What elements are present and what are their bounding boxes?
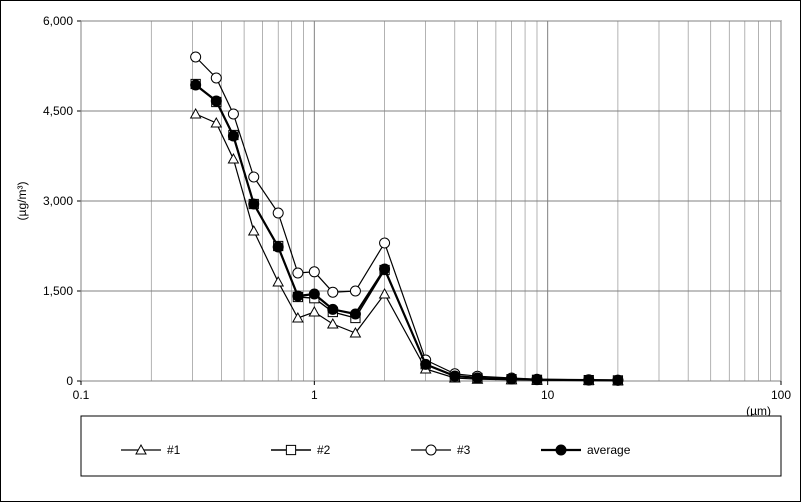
y-tick-label: 0 bbox=[66, 374, 73, 388]
marker-filled-circle bbox=[421, 359, 431, 369]
marker-circle bbox=[191, 52, 201, 62]
marker-circle bbox=[328, 287, 338, 297]
y-tick-label: 1,500 bbox=[43, 284, 73, 298]
marker-filled-circle bbox=[191, 80, 201, 90]
marker-circle bbox=[228, 109, 238, 119]
marker-filled-circle bbox=[450, 371, 460, 381]
marker-square bbox=[286, 445, 295, 454]
marker-filled-circle bbox=[350, 309, 360, 319]
y-tick-label: 6,000 bbox=[43, 14, 73, 28]
marker-filled-circle bbox=[584, 375, 594, 385]
marker-circle bbox=[293, 268, 303, 278]
marker-circle bbox=[426, 445, 436, 455]
x-tick-label: 10 bbox=[541, 388, 555, 402]
chart-container: 01,5003,0004,5006,0000.1110100(µg/m³)(µm… bbox=[0, 0, 801, 502]
marker-filled-circle bbox=[228, 131, 238, 141]
x-tick-label: 100 bbox=[771, 388, 791, 402]
marker-filled-circle bbox=[556, 445, 566, 455]
marker-circle bbox=[273, 208, 283, 218]
legend-label: #2 bbox=[317, 443, 331, 457]
marker-filled-circle bbox=[532, 375, 542, 385]
marker-filled-circle bbox=[249, 199, 259, 209]
marker-circle bbox=[211, 73, 221, 83]
marker-filled-circle bbox=[328, 304, 338, 314]
marker-filled-circle bbox=[211, 96, 221, 106]
marker-circle bbox=[380, 238, 390, 248]
marker-circle bbox=[309, 267, 319, 277]
marker-filled-circle bbox=[293, 291, 303, 301]
marker-circle bbox=[249, 172, 259, 182]
x-tick-label: 1 bbox=[311, 388, 318, 402]
y-axis-label: (µg/m³) bbox=[15, 182, 29, 221]
y-tick-label: 4,500 bbox=[43, 104, 73, 118]
marker-circle bbox=[350, 286, 360, 296]
marker-filled-circle bbox=[380, 264, 390, 274]
legend-label: #3 bbox=[457, 443, 471, 457]
chart-svg: 01,5003,0004,5006,0000.1110100(µg/m³)(µm… bbox=[1, 1, 800, 501]
marker-filled-circle bbox=[309, 289, 319, 299]
x-tick-label: 0.1 bbox=[73, 388, 90, 402]
marker-filled-circle bbox=[613, 375, 623, 385]
marker-filled-circle bbox=[472, 373, 482, 383]
marker-filled-circle bbox=[507, 374, 517, 384]
legend-label: #1 bbox=[167, 443, 181, 457]
y-tick-label: 3,000 bbox=[43, 194, 73, 208]
marker-filled-circle bbox=[273, 242, 283, 252]
legend-label: average bbox=[587, 443, 631, 457]
